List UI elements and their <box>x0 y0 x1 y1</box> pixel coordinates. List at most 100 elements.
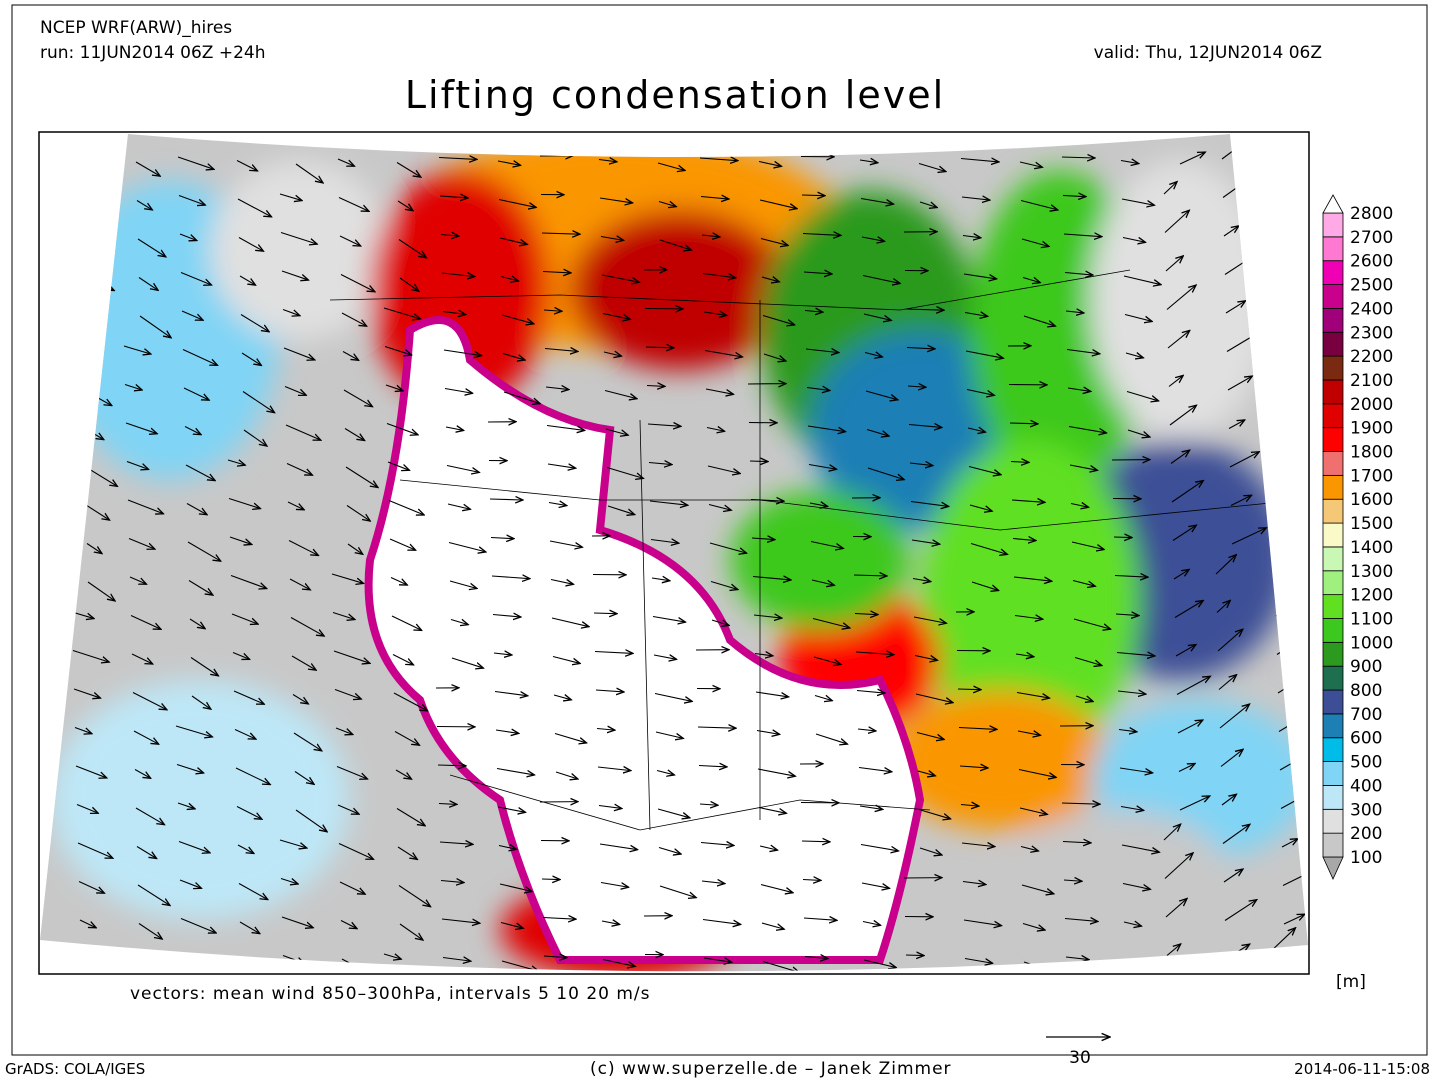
colorbar-label: 2500 <box>1350 276 1393 296</box>
wind-vector <box>140 962 155 972</box>
colorbar-label: 600 <box>1350 729 1382 749</box>
colorbar-label: 400 <box>1350 776 1382 796</box>
wind-vector <box>182 957 208 968</box>
wind-vector <box>81 959 110 974</box>
colorbar-swatch <box>1323 762 1343 786</box>
wind-vector <box>1284 270 1300 278</box>
wind-vector <box>1274 525 1292 539</box>
colorbar-swatch <box>1323 595 1343 619</box>
wind-vector <box>1268 285 1292 308</box>
wind-vector <box>82 351 98 359</box>
wind-vector <box>78 197 108 210</box>
colorbar-unit: [m] <box>1336 972 1366 992</box>
colorbar-label: 500 <box>1350 753 1382 773</box>
wind-vector <box>906 955 924 956</box>
colorbar-label: 1800 <box>1350 443 1393 463</box>
colorbar-label: 800 <box>1350 681 1382 701</box>
colorbar-label: 1200 <box>1350 586 1393 606</box>
wind-vector <box>1125 961 1157 969</box>
colorbar-label: 1600 <box>1350 490 1393 510</box>
colorbar-swatch <box>1323 332 1343 356</box>
colorbar-swatch <box>1323 356 1343 380</box>
colorbar-swatch <box>1323 523 1343 547</box>
colorbar-swatch <box>1323 785 1343 809</box>
colorbar-swatch <box>1323 547 1343 571</box>
wind-vector <box>77 159 94 166</box>
wind-vector <box>594 613 617 614</box>
colorbar: 100 200 300 400 500 600 700 800 900 1000 1100 1200 1… <box>1323 195 1393 879</box>
colorbar-label: 700 <box>1350 705 1382 725</box>
wind-vector <box>1270 360 1299 385</box>
colorbar-label: 2600 <box>1350 252 1393 272</box>
colorbar-label: 2400 <box>1350 299 1393 319</box>
wind-vector <box>1269 331 1286 347</box>
footer-left: GrADS: COLA/IGES <box>5 1060 145 1078</box>
colorbar-swatch <box>1323 452 1343 476</box>
colorbar-label: 2200 <box>1350 347 1393 367</box>
colorbar-label: 2300 <box>1350 323 1393 343</box>
wind-vector <box>241 961 273 981</box>
colorbar-swatch <box>1323 642 1343 666</box>
wind-vector <box>802 195 825 196</box>
colorbar-swatch <box>1323 404 1343 428</box>
colorbar-swatch <box>1323 475 1343 499</box>
colorbar-label: 200 <box>1350 824 1382 844</box>
colorbar-label: 300 <box>1350 800 1382 820</box>
colorbar-swatch <box>1323 809 1343 833</box>
colorbar-swatch <box>1323 428 1343 452</box>
title: Lifting condensation level <box>405 73 945 117</box>
colorbar-label: 2800 <box>1350 204 1393 224</box>
colorbar-label: 100 <box>1350 848 1382 868</box>
colorbar-swatch <box>1323 618 1343 642</box>
colorbar-swatch <box>1323 261 1343 285</box>
wind-vector <box>1271 405 1292 423</box>
colorbar-label: 1100 <box>1350 609 1393 629</box>
colorbar-swatch <box>1323 738 1343 762</box>
colorbar-swatch <box>1323 857 1343 879</box>
colorbar-swatch <box>1323 714 1343 738</box>
reference-value: 30 <box>1069 1048 1091 1068</box>
colorbar-label: 900 <box>1350 657 1382 677</box>
colorbar-swatch <box>1323 213 1343 237</box>
wind-vector <box>1273 480 1299 500</box>
run-label: run: 11JUN2014 06Z +24h <box>40 43 265 63</box>
wind-vector <box>750 461 768 462</box>
colorbar-label: 2700 <box>1350 228 1393 248</box>
wind-vector <box>81 313 106 326</box>
colorbar-label: 1500 <box>1350 514 1393 534</box>
map-field <box>39 130 1316 980</box>
colorbar-label: 1700 <box>1350 466 1393 486</box>
wind-vector <box>1275 555 1306 577</box>
colorbar-swatch <box>1323 571 1343 595</box>
wind-vector <box>542 879 560 880</box>
colorbar-label: 1000 <box>1350 633 1393 653</box>
colorbar-swatch <box>1323 285 1343 309</box>
wind-vector <box>1114 537 1132 538</box>
colorbar-swatch <box>1323 308 1343 332</box>
colorbar-label: 2000 <box>1350 395 1393 415</box>
wind-vector <box>958 689 981 690</box>
colorbar-label: 1400 <box>1350 538 1393 558</box>
wind-vector <box>80 274 114 291</box>
colorbar-swatch <box>1323 195 1343 213</box>
colorbar-label: 1900 <box>1350 419 1393 439</box>
wind-vector <box>79 236 100 246</box>
colorbar-label: 2100 <box>1350 371 1393 391</box>
colorbar-swatch <box>1323 499 1343 523</box>
wind-vector <box>1276 600 1299 616</box>
caption: vectors: mean wind 850–300hPa, intervals… <box>130 984 651 1004</box>
wind-vector <box>1272 451 1286 462</box>
wind-vector <box>1282 183 1316 201</box>
valid-label: valid: Thu, 12JUN2014 06Z <box>1094 43 1322 63</box>
colorbar-swatch <box>1323 380 1343 404</box>
wind-vector <box>1024 962 1060 974</box>
colorbar-label: 1300 <box>1350 562 1393 582</box>
colorbar-swatch <box>1323 237 1343 261</box>
colorbar-swatch <box>1323 833 1343 857</box>
wind-vector <box>1281 151 1301 162</box>
wind-vector <box>1283 227 1308 239</box>
footer-center: (c) www.superzelle.de – Janek Zimmer <box>590 1059 952 1079</box>
colorbar-swatch <box>1323 690 1343 714</box>
colorbar-swatch <box>1323 666 1343 690</box>
